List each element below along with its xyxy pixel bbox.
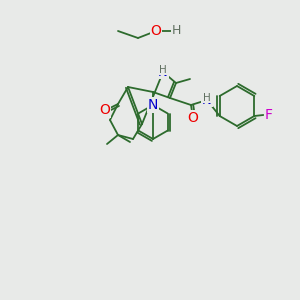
Text: O: O <box>188 111 198 125</box>
Text: N: N <box>148 98 158 112</box>
Text: H: H <box>159 65 167 75</box>
Text: N: N <box>158 65 168 79</box>
Text: N: N <box>202 94 212 106</box>
Text: F: F <box>264 108 272 122</box>
Text: O: O <box>100 103 110 117</box>
Text: H: H <box>171 25 181 38</box>
Text: H: H <box>203 93 211 103</box>
Text: O: O <box>151 24 161 38</box>
